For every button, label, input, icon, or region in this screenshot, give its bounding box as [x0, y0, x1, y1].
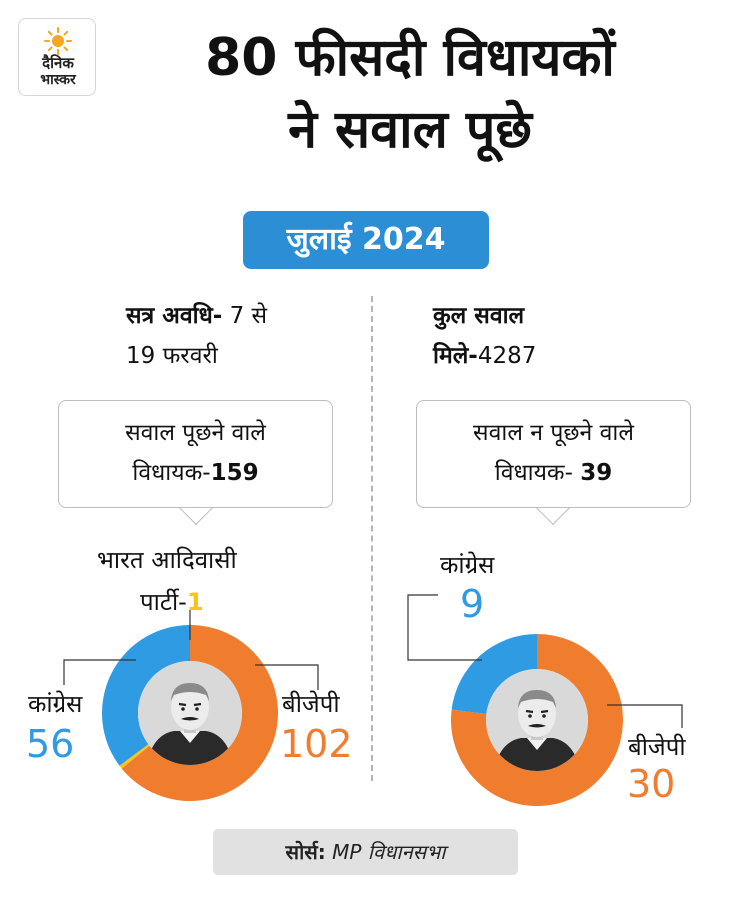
avatar-head-right: [518, 691, 556, 737]
source-label: सोर्स:: [285, 840, 326, 864]
asked-questions-bubble: सवाल पूछने वाले विधायक-159: [58, 400, 333, 508]
leader-line-congress-right: [407, 594, 482, 661]
avatar-brow-r-right: [540, 709, 549, 714]
congress-label-left: कांग्रेस: [28, 690, 83, 718]
avatar-brow-r-left: [193, 702, 202, 707]
avatar-moustache-right: [528, 724, 546, 728]
date-badge: जुलाई 2024: [243, 211, 489, 269]
asked-bubble-value: 159: [210, 460, 259, 486]
total-questions-label-1: कुल सवाल: [433, 303, 525, 329]
avatar-collar-right: [527, 738, 547, 750]
total-questions-label-2: मिले-: [433, 343, 478, 369]
bap-label: पार्टी-1: [140, 586, 204, 618]
donut-chart-not-asked: [451, 634, 623, 807]
bjp-label-left: बीजेपी: [282, 690, 340, 718]
source-badge: सोर्स: MP विधानसभा: [213, 829, 518, 875]
bap-value: 1: [186, 588, 204, 616]
leader-line-bjp-right: [607, 704, 683, 728]
avatar-eye-l-right: [528, 714, 532, 718]
leader-lines: [63, 594, 683, 728]
source-value: MP विधानसभा: [325, 840, 446, 864]
avatar-hair-left: [171, 683, 209, 701]
total-questions-value: 4287: [477, 343, 537, 369]
session-duration-info: सत्र अवधि- 7 से 19 फरवरी: [126, 296, 366, 376]
avatar-eye-r-left: [195, 707, 199, 711]
sun-icon: [44, 27, 72, 55]
not-asked-bubble-text: विधायक-: [494, 460, 581, 486]
congress-label-right: कांग्रेस: [440, 551, 495, 579]
avatar-brow-l-right: [525, 709, 534, 714]
dainik-bhaskar-logo: दैनिक भास्कर: [18, 18, 96, 96]
session-duration-value-1: 7 से: [222, 303, 268, 329]
donut-slice-right-0: [451, 634, 623, 807]
bap-label-text: पार्टी-: [140, 588, 187, 616]
page-title: 80 फीसदी विधायकों ने सवाल पूछे: [110, 22, 710, 166]
title-line1: 80 फीसदी विधायकों: [205, 28, 615, 88]
avatar-eye-r-right: [542, 714, 546, 718]
bjp-value-left: 102: [280, 722, 353, 766]
donut-slice-left-1: [119, 744, 150, 769]
donut-slice-right-1: [451, 634, 537, 714]
donut-slice-left-0: [121, 625, 279, 802]
session-duration-value-2: 19 फरवरी: [126, 343, 218, 369]
congress-value-left: 56: [26, 722, 75, 766]
avatar-hair-right: [518, 690, 556, 708]
logo-line1: दैनिक: [42, 54, 74, 72]
total-questions-info: कुल सवाल मिले-4287: [433, 296, 673, 376]
column-divider: [371, 296, 373, 781]
leader-line-bjp-left: [255, 664, 319, 690]
avatar-head-left: [171, 684, 209, 730]
avatar-moustache-left: [181, 717, 199, 721]
bap-label-line1: भारत आदिवासी: [97, 546, 237, 574]
bjp-value-right: 30: [627, 762, 676, 806]
not-asked-bubble-line1: सवाल न पूछने वाले: [473, 420, 634, 446]
not-asked-bubble-value: 39: [580, 460, 613, 486]
avatar-brow-l-left: [178, 702, 187, 707]
not-asked-questions-bubble: सवाल न पूछने वाले विधायक- 39: [416, 400, 691, 508]
asked-bubble-line1: सवाल पूछने वाले: [125, 420, 266, 446]
title-line2: ने सवाल पूछे: [288, 100, 532, 160]
bjp-label-right: बीजेपी: [628, 733, 686, 761]
logo-line2: भास्कर: [40, 72, 76, 88]
asked-bubble-text: विधायक-: [132, 460, 211, 486]
avatar-eye-l-left: [181, 707, 185, 711]
congress-value-right: 9: [460, 582, 485, 626]
leader-line-congress-left: [63, 659, 136, 685]
session-duration-label: सत्र अवधि-: [126, 303, 223, 329]
avatar-collar-left: [180, 731, 200, 743]
